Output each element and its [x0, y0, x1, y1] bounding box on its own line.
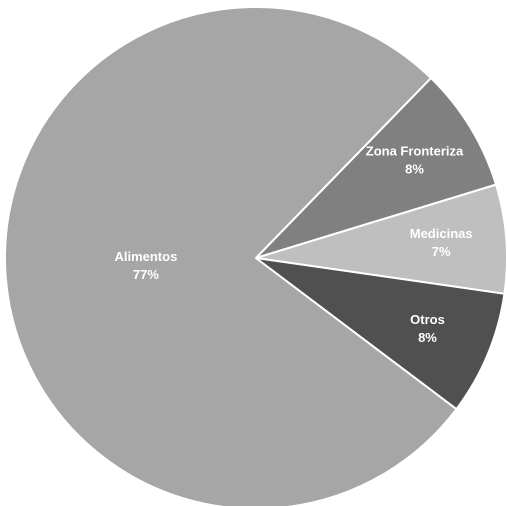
- slice-label: Alimentos: [114, 249, 177, 264]
- slice-label: Otros: [410, 312, 445, 327]
- pie-slice: [255, 257, 506, 411]
- slice-value-label: 77%: [133, 267, 159, 282]
- slice-label: Medicinas: [410, 226, 473, 241]
- slice-value-label: 7%: [432, 244, 451, 259]
- pie-slice: [4, 6, 458, 506]
- pie-slice: [255, 76, 498, 259]
- slice-value-label: 8%: [405, 162, 424, 177]
- slice-value-label: 8%: [418, 330, 437, 345]
- slice-label: Zona Fronteriza: [366, 144, 464, 159]
